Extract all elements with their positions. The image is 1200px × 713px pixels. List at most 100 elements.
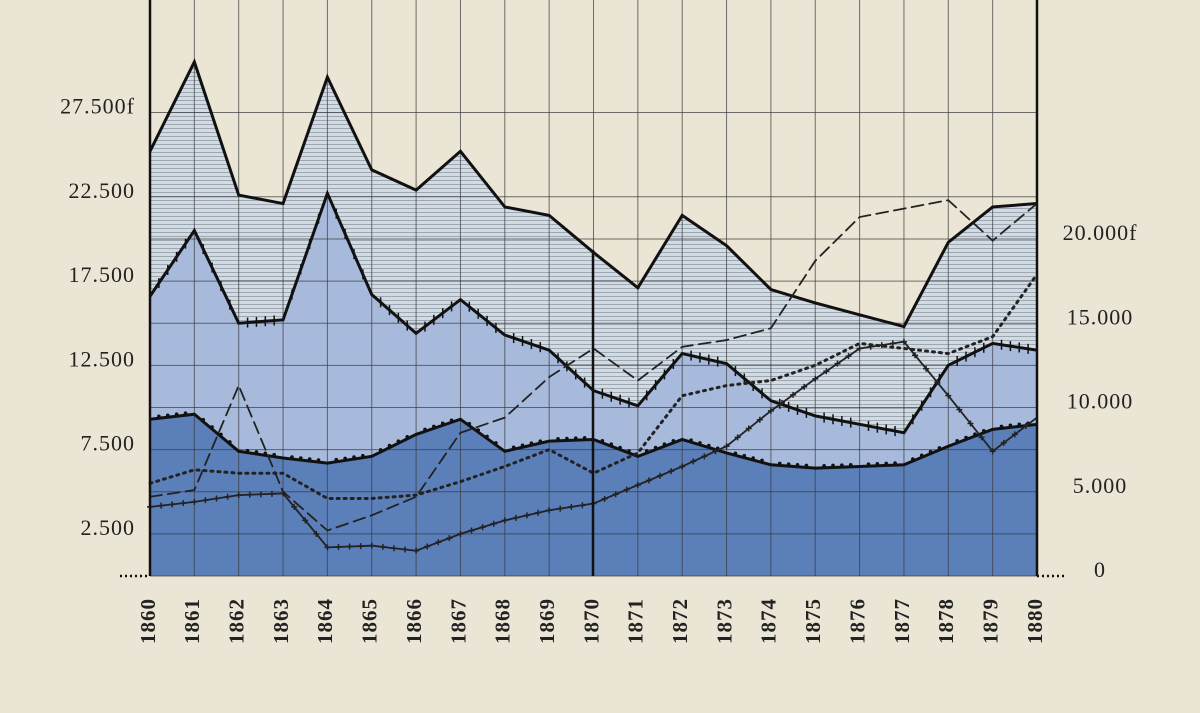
cross-marker [246, 491, 253, 498]
edge-dot [361, 453, 365, 458]
cross-marker [867, 343, 874, 350]
cross-marker [335, 543, 342, 550]
edge-dot [795, 462, 800, 467]
cross-marker [535, 509, 542, 516]
x-tick-label: 1862 [225, 598, 249, 644]
edge-dot [777, 461, 782, 466]
edge-dot [440, 421, 445, 426]
edge-dot [307, 457, 312, 461]
cross-marker [856, 345, 863, 352]
y2-tick-label: 15.000 [1067, 304, 1134, 329]
edge-dot [485, 434, 489, 439]
cross-marker [756, 416, 763, 423]
cross-marker [634, 481, 641, 488]
cross-marker [978, 434, 985, 441]
cross-marker [357, 543, 364, 550]
cross-marker [402, 546, 409, 553]
cross-marker [280, 490, 287, 497]
cross-marker [900, 338, 907, 345]
edge-dot [698, 441, 702, 445]
cross-marker [368, 542, 375, 549]
edge-dot [556, 437, 560, 441]
x-tick-label: 1864 [313, 598, 337, 644]
edge-dot [981, 428, 986, 433]
cross-marker [257, 491, 264, 498]
edge-dot [804, 463, 809, 468]
x-tick-label: 1868 [491, 598, 515, 644]
x-tick-label: 1875 [801, 598, 825, 644]
cross-marker [778, 399, 785, 406]
cross-marker [579, 502, 586, 509]
edge-dot [600, 439, 605, 443]
edge-dot [272, 452, 276, 457]
edge-dot [671, 439, 676, 443]
edge-dot [751, 456, 755, 460]
cross-marker [668, 468, 675, 475]
x-tick-label: 1870 [579, 598, 603, 644]
edge-dot [848, 462, 853, 467]
cross-marker [734, 434, 741, 441]
edge-dot [644, 449, 649, 453]
x-tick-label: 1878 [934, 598, 958, 644]
x-tick-label: 1872 [668, 598, 692, 644]
edge-dot [760, 458, 764, 463]
x-tick-label: 1879 [978, 598, 1002, 644]
y-tick-label: 2.500 [81, 515, 136, 540]
cross-marker [446, 535, 453, 542]
x-tick-label: 1860 [136, 598, 160, 644]
cross-marker [657, 472, 664, 479]
cross-marker [346, 543, 353, 550]
cross-marker [690, 458, 697, 465]
edge-dot [387, 443, 392, 448]
cross-marker [291, 503, 298, 510]
cross-marker [490, 520, 497, 527]
edge-dot [467, 421, 472, 426]
edge-dot [840, 463, 844, 467]
cross-marker [790, 391, 797, 398]
y-tick-label: 27.500f [60, 94, 135, 119]
cross-marker [324, 544, 331, 551]
edge-dot [298, 456, 303, 460]
x-tick-label: 1876 [845, 598, 869, 644]
edge-dot [707, 443, 711, 448]
edge-dot [174, 412, 179, 417]
x-tick-label: 1863 [269, 598, 293, 644]
edge-dot [866, 462, 871, 466]
cross-marker [723, 443, 730, 450]
cross-marker [912, 352, 919, 359]
cross-marker [712, 448, 719, 455]
edge-dot [290, 455, 294, 459]
cross-marker [557, 505, 564, 512]
cross-marker [623, 486, 630, 493]
edge-dot [733, 451, 738, 456]
x-tick-label: 1869 [535, 598, 559, 644]
y2-tick-label: 0 [1094, 557, 1106, 582]
edge-dot [618, 445, 622, 450]
edge-dot [494, 441, 498, 445]
cross-marker [501, 517, 508, 524]
edge-dot [1008, 423, 1013, 428]
cross-marker [546, 507, 553, 514]
edge-dot [476, 428, 480, 432]
edge-dot [157, 414, 161, 419]
edge-dot [742, 453, 747, 458]
edge-dot [449, 418, 454, 423]
cross-marker [701, 453, 708, 460]
x-tick-label: 1867 [446, 598, 470, 644]
y-tick-label: 22.500 [69, 178, 136, 203]
x-tick-label: 1874 [757, 598, 781, 644]
edge-dot [352, 455, 356, 459]
cross-marker [224, 493, 231, 500]
cross-marker [889, 340, 896, 347]
cross-marker [801, 383, 808, 390]
x-tick-label: 1866 [402, 598, 426, 644]
edge-dot [219, 432, 223, 437]
edge-dot [627, 449, 631, 453]
edge-dot [875, 461, 880, 466]
edge-dot [520, 443, 525, 448]
cross-marker [679, 463, 686, 470]
edge-dot [565, 436, 569, 441]
cross-marker [523, 512, 530, 519]
edge-dot [582, 436, 587, 440]
